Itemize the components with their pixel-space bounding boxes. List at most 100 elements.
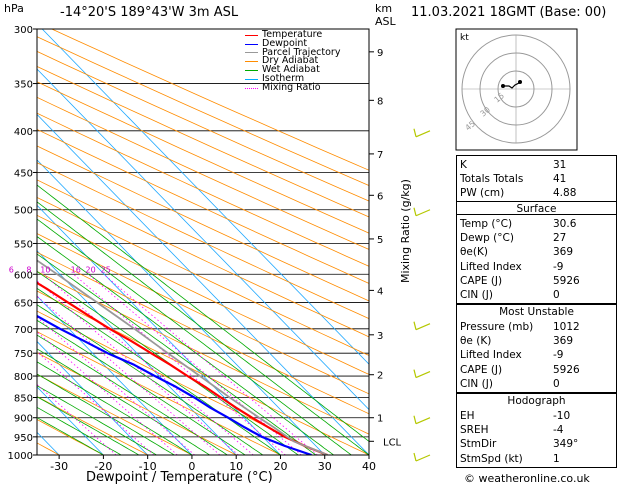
totals-label: Totals Totals <box>460 173 524 186</box>
surface-row: Temp (°C) 30.6 <box>457 217 616 231</box>
surface-row-value: 30.6 <box>553 218 577 230</box>
unstable-row-label: Lifted Index <box>460 349 522 362</box>
wind-barb <box>415 454 431 462</box>
dry-adiabat <box>37 373 193 455</box>
dry-adiabat <box>37 162 369 320</box>
wet-adiabat <box>37 396 140 455</box>
unstable-row-value: 369 <box>553 335 574 348</box>
surface-row-label: Dewp (°C) <box>460 232 514 245</box>
dry-adiabat <box>37 396 148 455</box>
pressure-tick-label: 800 <box>14 372 33 383</box>
mixing-ratio-line <box>37 316 195 455</box>
asl-axis-title: ASL <box>375 15 396 28</box>
mixing-ratio-label: 25 <box>101 265 111 274</box>
pressure-tick-label: 600 <box>14 270 33 281</box>
pressure-tick-label: 700 <box>14 325 33 336</box>
mixing-ratio-label: 16 <box>71 265 81 274</box>
legend: Temperature Dewpoint Parcel Trajectory Dry … <box>245 30 341 93</box>
hodograph-row: StmSpd (kt) 1 <box>457 452 616 466</box>
surface-row-value: -9 <box>553 260 564 273</box>
isotherm <box>41 29 369 365</box>
most-unstable-title: Most Unstable <box>499 306 574 318</box>
pressure-tick-label: 950 <box>14 433 33 444</box>
dry-adiabat <box>37 96 369 250</box>
wind-barb <box>413 321 417 330</box>
wet-adiabat <box>37 348 210 455</box>
legend-label: Dewpoint <box>262 37 308 49</box>
x-axis-label: Dewpoint / Temperature (°C) <box>86 470 273 485</box>
wind-barb <box>413 128 417 137</box>
wet-adiabat <box>37 304 264 455</box>
temp-tick-label: -20 <box>94 460 112 473</box>
unstable-row: Lifted Index -9 <box>457 348 616 362</box>
surface-title: Surface <box>516 203 557 215</box>
isotherm <box>37 295 193 455</box>
km-tick-label: 2 <box>377 371 383 382</box>
hodograph-row-label: StmSpd (kt) <box>460 452 523 465</box>
km-axis-title: km <box>375 2 393 15</box>
surface-row: θe(K) 369 <box>457 245 616 259</box>
legend-entry: Dewpoint <box>245 37 340 49</box>
surface-row-label: Temp (°C) <box>460 218 513 230</box>
pw-label: PW (cm) <box>460 187 505 200</box>
wind-barb <box>413 415 417 424</box>
dry-adiabat <box>37 290 369 455</box>
totals-value: 41 <box>553 173 567 186</box>
isotherm <box>0 29 15 455</box>
legend-swatch <box>245 78 258 80</box>
mixing-ratio-axis-label: Mixing Ratio (g/kg) <box>399 179 412 283</box>
surface-row-label: θe(K) <box>460 246 488 259</box>
wind-barb <box>415 417 431 425</box>
mixing-ratio-line <box>37 351 155 455</box>
hodograph-row: SREH -4 <box>457 423 616 437</box>
unstable-row-label: θe (K) <box>460 335 492 348</box>
legend-swatch <box>245 87 258 89</box>
km-tick-label: 9 <box>377 48 383 59</box>
hodograph-row-value: -4 <box>553 424 564 437</box>
pressure-tick-label: 450 <box>14 168 33 179</box>
wet-adiabat <box>37 287 281 455</box>
pw-value: 4.88 <box>553 187 577 200</box>
km-tick-label: 3 <box>377 331 383 342</box>
isotherm <box>37 113 369 455</box>
series-temperature <box>37 281 328 455</box>
dry-adiabat <box>37 66 369 218</box>
mixing-ratio-label: 20 <box>86 265 96 274</box>
pressure-tick-label: 400 <box>14 127 33 138</box>
legend-entry: Mixing Ratio <box>245 83 340 93</box>
temp-tick-label: -10 <box>139 460 157 473</box>
hodograph-row-value: 1 <box>553 452 560 465</box>
wet-adiabat <box>37 373 175 455</box>
unstable-row: Pressure (mb) 1012 <box>457 320 616 334</box>
legend-swatch <box>245 70 258 72</box>
mixing-ratio-line <box>73 273 286 455</box>
wet-adiabat <box>37 270 299 455</box>
most-unstable-table: Most Unstable Pressure (mb) 1012 θe (K) 369… <box>456 304 617 393</box>
unstable-row: θe (K) 369 <box>457 334 616 348</box>
wet-adiabat <box>37 201 369 455</box>
dry-adiabat <box>37 251 369 415</box>
surface-row: CIN (J) 0 <box>457 288 616 302</box>
mixing-ratio-line <box>37 383 117 455</box>
pressure-tick-label: 850 <box>14 393 33 404</box>
k-value: 31 <box>553 159 567 171</box>
surface-row: CAPE (J) 5926 <box>457 274 616 288</box>
unstable-row-value: -9 <box>553 349 564 362</box>
legend-label: Wet Adiabat <box>262 64 320 76</box>
km-tick-label: 8 <box>377 96 383 107</box>
pressure-tick-label: 900 <box>14 414 33 425</box>
hpa-axis-title: hPa <box>4 2 24 15</box>
legend-label: Parcel Trajectory <box>262 46 341 58</box>
wind-barb <box>413 452 417 462</box>
series-parcel-trajectory <box>37 259 328 455</box>
isotherm <box>37 159 326 455</box>
temp-tick-label: 20 <box>273 460 287 473</box>
surface-row-value: 0 <box>553 288 560 301</box>
pressure-tick-label: 350 <box>14 80 33 91</box>
surface-row-label: CAPE (J) <box>460 274 503 287</box>
wind-barb <box>413 369 417 378</box>
wet-adiabat <box>37 406 122 455</box>
isotherm <box>37 340 148 455</box>
surface-row: Lifted Index -9 <box>457 260 616 274</box>
